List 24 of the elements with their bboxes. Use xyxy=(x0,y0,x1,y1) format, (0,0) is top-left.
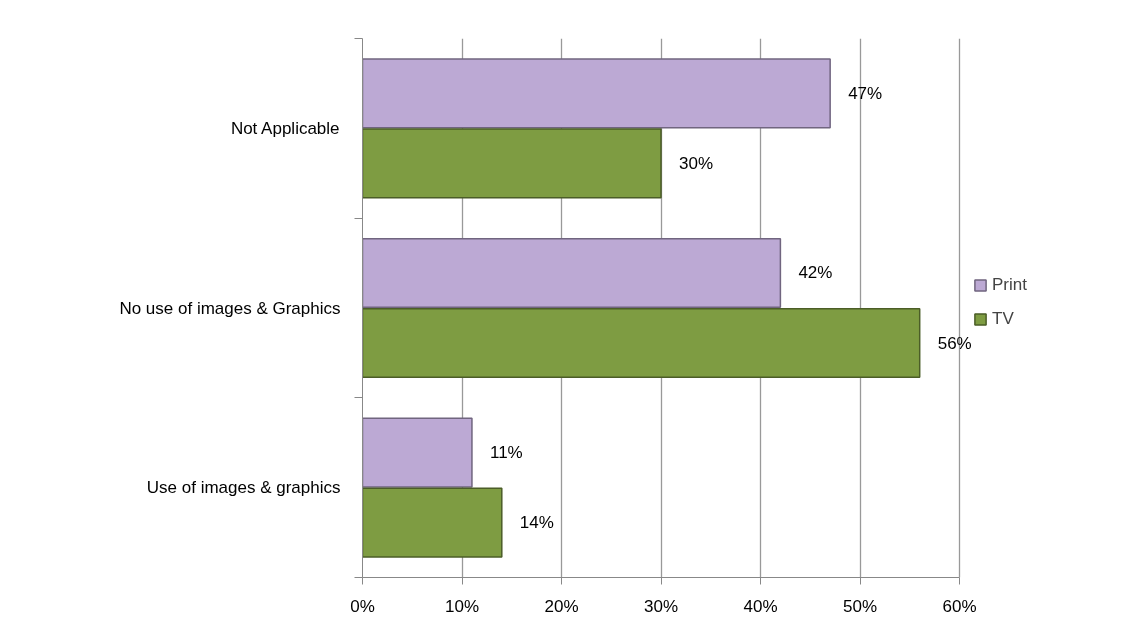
data-label: 30% xyxy=(679,153,714,173)
x-tick-label: 30% xyxy=(643,596,679,616)
x-tick-label: 60% xyxy=(942,596,977,616)
data-label: 47% xyxy=(848,83,883,103)
data-label: 56% xyxy=(937,333,972,353)
data-label: 42% xyxy=(798,263,833,283)
x-tick-label: 50% xyxy=(842,596,878,616)
bar xyxy=(362,237,782,309)
bar xyxy=(362,128,662,199)
legend-label: Print xyxy=(992,274,1027,295)
bar xyxy=(362,307,921,379)
bar xyxy=(362,417,473,488)
data-label: 11% xyxy=(489,443,523,463)
legend-label: TV xyxy=(992,308,1014,329)
y-tick-label: Use of images & graphics xyxy=(146,478,341,498)
x-tick-label: 20% xyxy=(544,596,579,616)
data-label: 14% xyxy=(519,513,554,533)
x-tick-label: 0% xyxy=(350,596,375,616)
x-tick-label: 10% xyxy=(444,596,480,616)
y-tick-label: No use of images & Graphics xyxy=(119,298,341,318)
y-tick-label: Not Applicable xyxy=(230,118,340,138)
bar xyxy=(362,58,831,129)
x-tick-label: 40% xyxy=(743,596,778,616)
bar xyxy=(362,487,503,558)
